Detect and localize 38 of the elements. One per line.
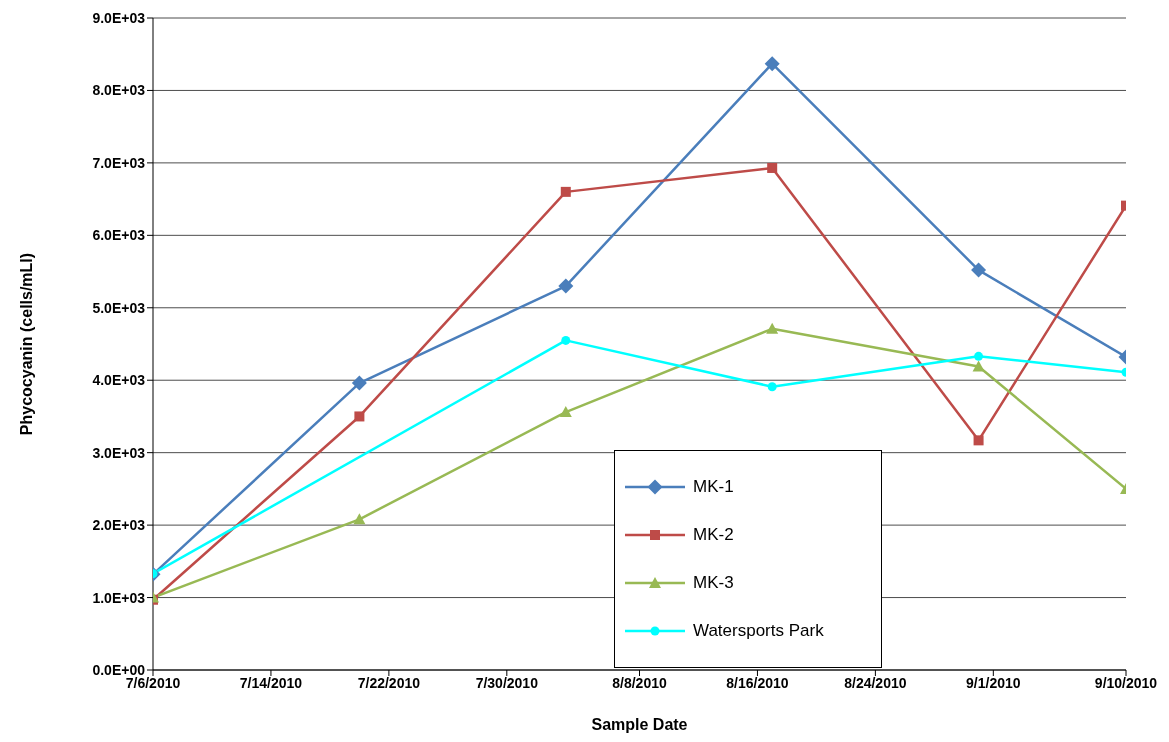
x-tick-label: 7/14/2010 — [239, 674, 303, 691]
legend-label: MK-2 — [693, 525, 734, 545]
point — [767, 382, 777, 392]
point — [561, 335, 571, 345]
y-tick-label: 3.0E+03 — [92, 444, 146, 461]
legend-label: MK-1 — [693, 477, 734, 497]
x-tick-label: 8/24/2010 — [844, 674, 907, 691]
y-tick-label: 2.0E+03 — [92, 517, 146, 534]
point — [351, 375, 367, 391]
point — [971, 262, 987, 278]
point — [972, 360, 985, 372]
y-tick-label: 8.0E+03 — [92, 82, 146, 99]
y-tick-label: 7.0E+03 — [92, 154, 146, 171]
legend-label: MK-3 — [693, 573, 734, 593]
x-tick-label: 8/16/2010 — [726, 674, 789, 691]
point — [353, 513, 366, 525]
x-tick-label: 9/10/2010 — [1094, 674, 1158, 691]
point — [764, 56, 780, 72]
x-axis-title: Sample Date — [591, 716, 688, 733]
y-tick-label: 4.0E+03 — [92, 372, 146, 389]
legend-label: Watersports Park — [693, 621, 824, 641]
point — [354, 411, 365, 422]
point — [559, 406, 572, 418]
point — [974, 351, 984, 361]
x-tick-label: 8/8/2010 — [612, 674, 667, 691]
point — [767, 162, 778, 173]
point — [973, 435, 984, 446]
point — [558, 278, 574, 294]
x-tick-label: 7/30/2010 — [475, 674, 539, 691]
point — [560, 186, 571, 197]
y-tick-label: 9.0E+03 — [92, 9, 146, 26]
y-tick-label: 6.0E+03 — [92, 227, 146, 244]
x-tick-label: 9/1/2010 — [966, 674, 1021, 691]
y-axis-title: Phycocyanin (cells/mLl) — [17, 252, 35, 436]
y-tick-label: 1.0E+03 — [92, 589, 146, 606]
x-tick-label: 7/22/2010 — [357, 674, 421, 691]
point — [766, 322, 779, 334]
y-tick-label: 5.0E+03 — [92, 299, 146, 316]
